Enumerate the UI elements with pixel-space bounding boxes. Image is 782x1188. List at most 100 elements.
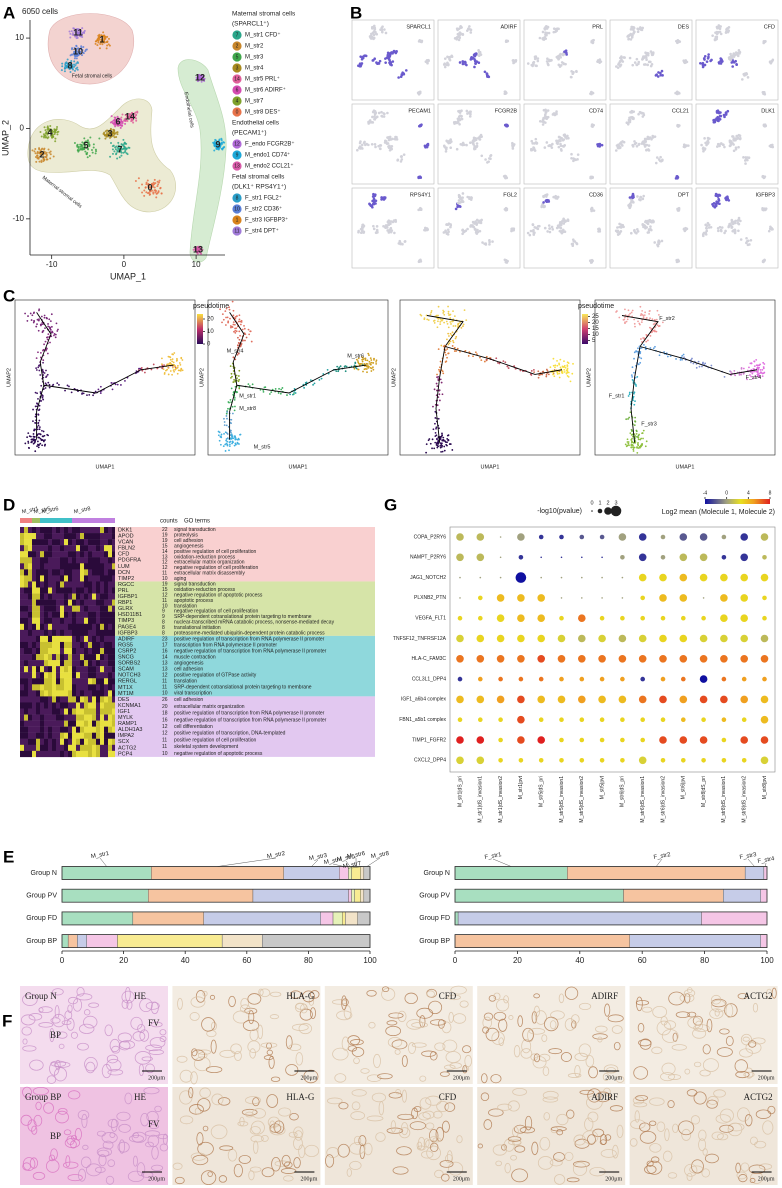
heatmap-cell xyxy=(60,557,64,564)
cell-dot xyxy=(638,322,641,325)
feature-dot xyxy=(510,229,513,233)
heatmap-cell xyxy=(104,654,108,661)
feature-dot xyxy=(724,111,728,115)
heatmap-cell xyxy=(52,539,56,546)
cell-dot xyxy=(228,308,231,311)
feature-dot xyxy=(716,145,719,148)
feature-dot xyxy=(733,231,737,235)
heatmap-cell xyxy=(76,551,80,558)
cell-dot xyxy=(238,443,240,445)
feature-dot xyxy=(645,143,649,147)
cell-dot xyxy=(128,146,131,149)
heatmap-cell xyxy=(88,569,92,576)
cell-dot xyxy=(639,314,642,317)
cell-dot xyxy=(675,358,677,360)
feature-dot xyxy=(719,62,723,65)
feature-dot xyxy=(468,25,471,28)
cell-dot xyxy=(723,376,726,378)
heatmap-cell xyxy=(28,635,32,643)
cell-dot xyxy=(449,321,452,323)
cell-dot xyxy=(119,126,122,129)
legend-name: F_endo FCGR2B⁺ xyxy=(245,141,295,148)
cell-dot xyxy=(309,379,312,382)
cell-dot xyxy=(152,191,155,194)
heatmap-cell xyxy=(80,569,84,576)
cluster-label: 0 xyxy=(147,182,152,192)
cell-dot xyxy=(34,421,36,424)
cell-dot xyxy=(530,374,533,376)
feature-dot xyxy=(632,195,635,199)
heatmap-cell xyxy=(44,672,48,679)
cell-dot xyxy=(69,36,72,39)
feature-dot xyxy=(676,124,679,128)
heatmap-cell xyxy=(96,660,100,667)
cell-dot xyxy=(111,122,114,125)
feature-dot xyxy=(461,199,464,202)
feature-dot xyxy=(715,32,719,36)
feature-dot xyxy=(629,231,633,235)
cell-dot xyxy=(364,359,367,362)
heatmap-cell xyxy=(68,635,72,643)
cell-dot xyxy=(94,152,97,155)
cell-dot xyxy=(83,137,86,140)
feature-dot xyxy=(455,147,459,151)
heatmap-cell xyxy=(76,648,80,655)
cell-dot xyxy=(547,373,550,376)
cell-dot xyxy=(221,321,223,324)
heatmap-cell xyxy=(88,654,92,661)
cell-dot xyxy=(46,352,49,355)
feature-dot xyxy=(373,117,376,121)
cell-dot xyxy=(86,156,89,159)
feature-dot xyxy=(719,228,723,232)
cell-dot xyxy=(42,371,45,374)
cell-dot xyxy=(638,433,640,436)
cell-dot xyxy=(112,128,115,131)
feature-dot xyxy=(560,231,564,235)
feature-dot xyxy=(362,55,365,58)
heatmap-cell xyxy=(100,672,104,679)
heatmap-cell xyxy=(40,575,44,582)
cell-dot xyxy=(66,384,69,387)
cell-dot xyxy=(437,348,440,351)
heatmap-cell xyxy=(60,599,64,606)
feature-dot xyxy=(473,65,476,69)
cell-dot xyxy=(221,313,224,316)
heatmap-cell xyxy=(20,539,24,546)
counts-header: counts xyxy=(160,519,178,525)
cell-dot xyxy=(36,445,38,448)
cell-dot xyxy=(86,147,89,150)
cell-dot xyxy=(626,318,629,321)
feature-dot xyxy=(426,143,430,147)
y-axis-label: UMAP2 xyxy=(199,368,205,387)
heatmap-cell xyxy=(28,629,32,637)
feature-dot xyxy=(474,138,478,142)
feature-dot xyxy=(472,221,475,224)
cell-dot xyxy=(354,362,357,365)
feature-dot xyxy=(631,63,635,67)
heatmap-cell xyxy=(52,557,56,564)
feature-dot xyxy=(742,156,745,159)
cell-dot xyxy=(268,393,271,395)
cell-dot xyxy=(49,124,52,127)
y-tick-label: -10 xyxy=(12,214,24,223)
heatmap-cell xyxy=(20,678,24,685)
cell-dot xyxy=(152,185,155,188)
feature-dot xyxy=(735,62,738,66)
cell-dot xyxy=(231,435,234,438)
legend-id: 14 xyxy=(234,77,240,83)
heatmap-cell xyxy=(68,599,72,606)
heatmap-cell xyxy=(108,533,112,540)
cell-dot xyxy=(171,373,173,376)
feature-dot xyxy=(737,222,741,226)
heatmap-cell xyxy=(96,551,100,558)
feature-dot xyxy=(505,123,508,127)
heatmap-cell xyxy=(44,575,48,582)
feature-dot xyxy=(403,240,407,243)
cell-dot xyxy=(559,358,562,361)
cell-dot xyxy=(652,347,655,350)
heatmap-cell xyxy=(32,569,36,576)
heatmap-cell xyxy=(104,527,108,534)
legend-name: F_str4 DPT⁺ xyxy=(245,228,279,235)
heatmap-cell xyxy=(92,539,96,546)
cell-dot xyxy=(443,313,446,316)
